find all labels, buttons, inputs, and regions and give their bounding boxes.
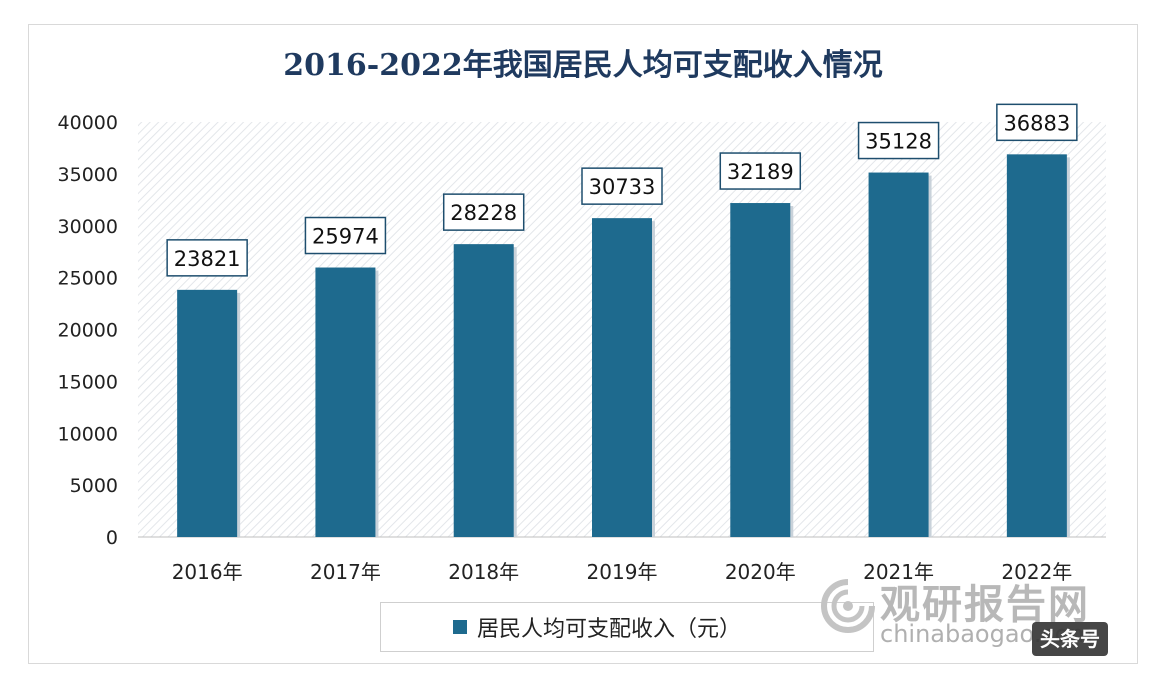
y-tick-label: 25000: [58, 268, 118, 290]
y-axis: 0 5000 10000 15000 20000 25000 30000 35000 40000: [58, 112, 1106, 549]
bar: [315, 267, 376, 537]
x-tick-label: 2018年: [448, 560, 519, 584]
bar: [1006, 154, 1067, 538]
legend-swatch: [453, 620, 467, 634]
x-tick-label: 2020年: [725, 560, 796, 584]
y-tick-label: 15000: [58, 371, 118, 393]
legend: 居民人均可支配收入（元）: [380, 602, 874, 652]
data-label-box: [166, 239, 248, 277]
bar: [730, 203, 791, 537]
bar: [453, 244, 514, 537]
x-axis: 2016年 2017年 2018年 2019年 2020年 2021年 2022年: [172, 560, 1073, 584]
bar: [868, 172, 929, 537]
y-tick-label: 10000: [58, 423, 118, 445]
data-label: 28228: [450, 201, 517, 225]
chart-title: 2016-2022年我国居民人均可支配收入情况: [283, 48, 883, 83]
y-tick-label: 0: [106, 527, 118, 549]
bar: [592, 218, 652, 537]
y-tick-label: 5000: [70, 475, 118, 497]
x-tick-label: 2022年: [1001, 560, 1072, 584]
data-label-box: [442, 193, 525, 231]
x-tick-label: 2017年: [310, 560, 381, 584]
y-tick-label: 20000: [58, 320, 118, 342]
legend-label: 居民人均可支配收入（元）: [477, 617, 742, 642]
y-tick-label: 40000: [58, 112, 118, 134]
data-label-box: [581, 167, 663, 205]
bar: [177, 289, 238, 537]
data-label: 36883: [1003, 111, 1070, 135]
bar-chart: 0 5000 10000 15000 20000 25000 30000 35000 40000…: [58, 103, 1106, 584]
data-label-box: [857, 121, 940, 160]
data-labels: 23821 25974 28228 30733 32189 35128 36883: [166, 103, 1078, 277]
data-label: 25974: [312, 225, 379, 249]
bar-series: [177, 154, 1070, 538]
y-tick-label: 35000: [58, 164, 118, 186]
data-label: 30733: [589, 175, 656, 199]
data-label: 23821: [174, 247, 241, 271]
data-label: 32189: [727, 160, 794, 184]
y-tick-label: 30000: [58, 216, 118, 238]
data-label-box: [996, 103, 1078, 142]
x-tick-label: 2021年: [863, 560, 934, 584]
x-tick-label: 2016年: [172, 560, 243, 584]
data-label-box: [304, 216, 387, 255]
x-tick-label: 2019年: [587, 560, 658, 584]
data-label: 35128: [865, 130, 932, 154]
data-label-box: [719, 152, 802, 190]
